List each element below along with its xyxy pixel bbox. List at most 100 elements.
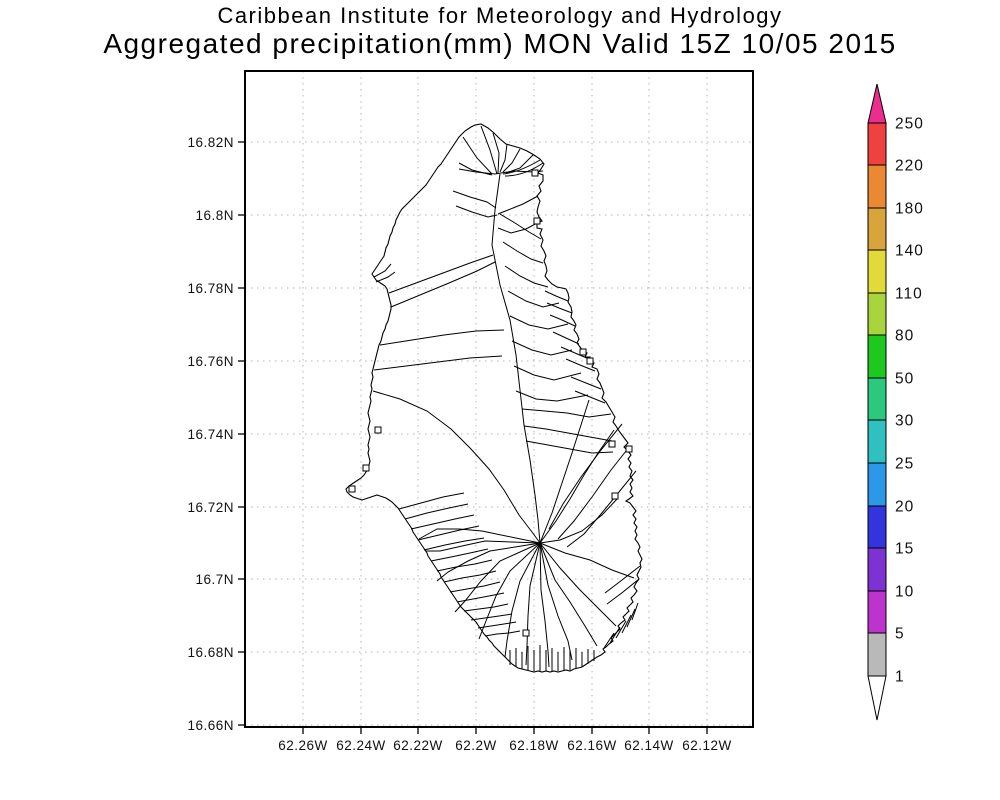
watershed-boundary bbox=[410, 514, 475, 530]
watershed-boundary bbox=[390, 261, 496, 308]
x-axis-tick-label: 62.26W bbox=[278, 738, 328, 753]
watershed-boundary bbox=[426, 540, 541, 552]
coast-square-cell bbox=[522, 629, 530, 637]
watershed-boundary bbox=[417, 525, 480, 541]
watershed-boundary bbox=[626, 608, 636, 628]
colorbar-band bbox=[867, 505, 887, 549]
watershed-boundary bbox=[463, 603, 509, 612]
watershed-boundary bbox=[423, 537, 485, 551]
watershed-boundary bbox=[379, 329, 505, 346]
watershed-boundary bbox=[574, 390, 606, 404]
colorbar-band bbox=[867, 547, 887, 592]
watershed-boundary bbox=[539, 497, 619, 544]
watershed-boundary bbox=[458, 162, 493, 176]
y-axis-tick-label: 16.66N bbox=[187, 718, 234, 733]
watershed-boundary bbox=[502, 148, 521, 173]
plot-title: Caribbean Institute for Meteorology and … bbox=[0, 0, 1000, 59]
x-axis-tick-label: 62.22W bbox=[393, 738, 443, 753]
coast-square-cell bbox=[531, 169, 539, 177]
colorbar-band bbox=[867, 462, 887, 507]
coast-square-cell bbox=[608, 440, 616, 448]
island-coastline bbox=[345, 123, 643, 673]
watershed-boundary bbox=[603, 632, 615, 649]
colorbar-boundary-label: 1 bbox=[895, 669, 905, 686]
y-axis-tick-label: 16.68N bbox=[187, 645, 234, 660]
x-axis-tick-label: 62.2W bbox=[455, 738, 497, 753]
watershed-boundary bbox=[509, 315, 569, 330]
colorbar-boundary-label: 220 bbox=[895, 158, 924, 175]
colorbar-boundary-label: 80 bbox=[895, 328, 914, 345]
watershed-boundary bbox=[497, 220, 542, 234]
watershed-boundary bbox=[548, 423, 623, 530]
watershed-boundary bbox=[565, 358, 596, 372]
watershed-boundary bbox=[539, 542, 635, 579]
watershed-boundary bbox=[505, 154, 534, 174]
watershed-boundary bbox=[504, 162, 544, 177]
colorbar-band bbox=[867, 377, 887, 421]
watershed-boundary bbox=[418, 528, 541, 544]
watershed-boundary bbox=[502, 159, 541, 175]
watershed-boundary bbox=[436, 542, 541, 582]
colorbar-boundary-label: 50 bbox=[895, 371, 914, 388]
colorbar-boundary-label: 140 bbox=[895, 243, 924, 260]
colorbar-boundary-label: 5 bbox=[895, 626, 905, 643]
watershed-boundary bbox=[523, 425, 613, 442]
watershed-boundary bbox=[462, 136, 493, 175]
watershed-boundary bbox=[449, 581, 501, 593]
coast-square-cell bbox=[348, 485, 356, 493]
watershed-boundary bbox=[404, 503, 469, 520]
watershed-boundary bbox=[372, 390, 541, 544]
coast-square-cell bbox=[374, 426, 382, 434]
x-axis-tick-label: 62.14W bbox=[624, 738, 674, 753]
watershed-boundary bbox=[398, 492, 465, 510]
watershed-boundary bbox=[513, 365, 582, 381]
watershed-boundary bbox=[430, 548, 489, 562]
watershed-boundary bbox=[604, 565, 641, 594]
x-axis-tick-label: 62.12W bbox=[682, 738, 732, 753]
x-axis-tick-label: 62.18W bbox=[509, 738, 559, 753]
colorbar-band bbox=[867, 632, 887, 677]
colorbar-band bbox=[867, 419, 887, 464]
watershed-boundary bbox=[477, 621, 517, 629]
watershed-boundary bbox=[615, 620, 627, 639]
watershed-boundary bbox=[539, 542, 550, 668]
watershed-boundary bbox=[470, 613, 513, 621]
watershed-boundary bbox=[491, 173, 541, 544]
x-axis-tick-label: 62.24W bbox=[336, 738, 386, 753]
watershed-boundary bbox=[375, 271, 396, 283]
watershed-boundary bbox=[631, 602, 639, 621]
watershed-boundary bbox=[497, 195, 539, 215]
watershed-boundary bbox=[504, 265, 549, 288]
watershed-boundary bbox=[566, 470, 637, 548]
watershed-boundary bbox=[443, 570, 497, 583]
watershed-boundary bbox=[499, 143, 508, 173]
watershed-boundary bbox=[539, 542, 617, 627]
watershed-boundary bbox=[539, 542, 573, 661]
watershed-boundary bbox=[502, 241, 544, 264]
watershed-boundary bbox=[515, 390, 589, 402]
x-axis-tick-label: 62.16W bbox=[567, 738, 617, 753]
colorbar-boundary-label: 15 bbox=[895, 541, 914, 558]
watershed-boundary bbox=[454, 542, 541, 613]
watershed-boundary bbox=[609, 626, 621, 644]
watershed-boundary bbox=[452, 190, 497, 209]
colorbar-band bbox=[867, 590, 887, 634]
y-axis-tick-label: 16.72N bbox=[187, 500, 234, 515]
colorbar-boundary-label: 180 bbox=[895, 201, 924, 218]
y-axis-tick-label: 16.82N bbox=[187, 135, 234, 150]
watershed-boundary bbox=[557, 445, 631, 540]
colorbar-boundary-label: 110 bbox=[895, 286, 923, 303]
coast-square-cell bbox=[586, 357, 594, 365]
watershed-boundary bbox=[373, 355, 503, 371]
y-axis-tick-label: 16.74N bbox=[187, 427, 234, 442]
coast-square-cell bbox=[611, 492, 619, 500]
colorbar-boundary-label: 20 bbox=[895, 499, 914, 516]
watershed-boundary bbox=[373, 263, 392, 278]
watershed-boundary bbox=[539, 542, 598, 647]
colorbar-band bbox=[867, 249, 887, 294]
watershed-boundary bbox=[388, 254, 494, 294]
watershed-boundary bbox=[480, 125, 498, 175]
watershed-boundary bbox=[544, 290, 569, 302]
watershed-boundary bbox=[511, 340, 573, 356]
